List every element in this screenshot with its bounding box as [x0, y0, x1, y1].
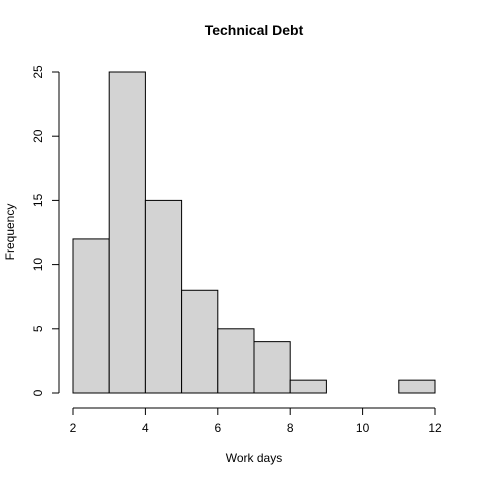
histogram-bar — [217, 328, 255, 394]
x-axis-label: Work days — [226, 451, 282, 465]
x-tick-label: 12 — [428, 421, 442, 435]
histogram-bar — [181, 289, 219, 394]
y-tick-label: 20 — [31, 129, 45, 143]
x-tick-label: 10 — [356, 421, 370, 435]
y-axis-label: Frequency — [3, 204, 17, 261]
y-tick-label: 15 — [31, 193, 45, 207]
x-axis: 2 4 6 8 10 12 — [70, 407, 442, 435]
y-tick-label: 5 — [31, 325, 45, 332]
y-tick-label: 0 — [31, 389, 45, 396]
bars-group — [72, 71, 436, 394]
y-tick-label: 25 — [31, 65, 45, 79]
histogram-bar — [144, 199, 183, 394]
x-tick-label: 2 — [70, 421, 77, 435]
x-tick-label: 4 — [142, 421, 149, 435]
histogram-bar — [108, 71, 146, 394]
x-tick-label: 8 — [287, 421, 294, 435]
x-tick-label: 6 — [214, 421, 221, 435]
y-axis: 0 5 10 15 20 25 — [31, 65, 60, 396]
histogram-bar — [289, 379, 327, 394]
histogram-bar — [398, 379, 436, 394]
y-tick-label: 10 — [31, 258, 45, 272]
histogram-bar — [72, 238, 110, 394]
chart-title: Technical Debt — [205, 22, 304, 38]
histogram-bar — [253, 341, 291, 394]
